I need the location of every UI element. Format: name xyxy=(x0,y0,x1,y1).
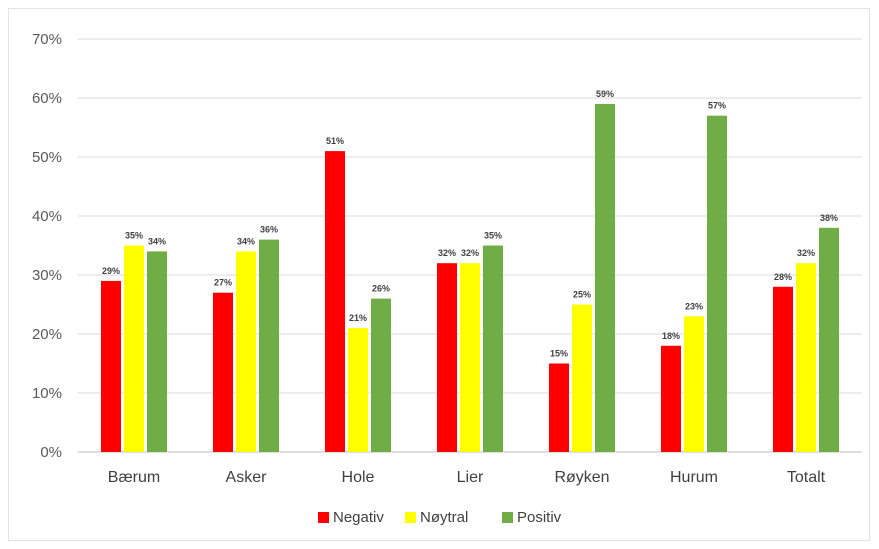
data-label: 35% xyxy=(484,231,502,241)
bar-positiv xyxy=(707,115,727,452)
data-label: 32% xyxy=(461,248,479,258)
bar-negativ xyxy=(325,151,345,452)
category-label: Hurum xyxy=(670,469,718,486)
y-tick-label: 60% xyxy=(32,90,62,107)
data-labels: 29% 35% 34% 27% 34% 36% 51% 21% 26% 32% 32% 35% 15% 2… xyxy=(102,89,838,359)
y-axis-tick-labels: 0% 10% 20% 30% 40% 50% 60% 70% xyxy=(32,31,62,461)
data-label: 34% xyxy=(237,236,255,246)
data-label: 38% xyxy=(820,213,838,223)
bar-negativ xyxy=(661,345,681,452)
data-label: 51% xyxy=(326,136,344,146)
bar-negativ xyxy=(549,363,569,452)
category-label: Hole xyxy=(342,469,375,486)
data-label: 35% xyxy=(125,231,143,241)
data-label: 57% xyxy=(708,101,726,111)
y-tick-label: 0% xyxy=(40,444,62,461)
data-label: 28% xyxy=(774,272,792,282)
legend-swatch xyxy=(502,512,513,523)
bar-negativ xyxy=(437,263,457,452)
data-label: 29% xyxy=(102,266,120,276)
data-label: 36% xyxy=(260,225,278,235)
x-axis-category-labels: Bærum Asker Hole Lier Røyken Hurum Totalt xyxy=(108,469,826,486)
bar-positiv xyxy=(595,103,615,453)
bar-n-ytral xyxy=(796,263,816,452)
data-label: 32% xyxy=(438,248,456,258)
y-tick-label: 20% xyxy=(32,326,62,343)
bar-negativ xyxy=(773,286,793,452)
y-tick-label: 40% xyxy=(32,208,62,225)
legend-swatch xyxy=(318,512,329,523)
category-label: Asker xyxy=(226,469,268,486)
category-label: Lier xyxy=(457,469,484,486)
legend-label: Negativ xyxy=(333,509,384,526)
bar-positiv xyxy=(371,298,391,452)
y-tick-label: 10% xyxy=(32,385,62,402)
bar-positiv xyxy=(147,251,167,452)
bar-positiv xyxy=(259,239,279,452)
bar-negativ xyxy=(101,280,121,452)
data-label: 21% xyxy=(349,313,367,323)
data-label: 15% xyxy=(550,349,568,359)
bar-n-ytral xyxy=(684,316,704,452)
bar-positiv xyxy=(483,245,503,452)
bar-n-ytral xyxy=(348,328,368,452)
category-label: Bærum xyxy=(108,469,160,486)
gridlines xyxy=(78,38,862,453)
bar-n-ytral xyxy=(236,251,256,452)
legend-swatch xyxy=(405,512,416,523)
bar-n-ytral xyxy=(124,245,144,452)
bar-positiv xyxy=(819,227,839,452)
data-label: 27% xyxy=(214,278,232,288)
bar-negativ xyxy=(213,292,233,452)
data-label: 25% xyxy=(573,290,591,300)
data-label: 34% xyxy=(148,236,166,246)
category-label: Totalt xyxy=(787,469,826,486)
legend-label: Positiv xyxy=(517,509,562,526)
y-tick-label: 30% xyxy=(32,267,62,284)
data-label: 26% xyxy=(372,284,390,294)
y-tick-label: 50% xyxy=(32,149,62,166)
legend: Negativ Nøytral Positiv xyxy=(318,509,562,526)
data-label: 18% xyxy=(662,331,680,341)
data-label: 59% xyxy=(596,89,614,99)
bar-n-ytral xyxy=(460,263,480,452)
data-label: 32% xyxy=(797,248,815,258)
bars xyxy=(101,103,839,453)
category-label: Røyken xyxy=(554,469,609,486)
legend-label: Nøytral xyxy=(420,509,468,526)
data-label: 23% xyxy=(685,301,703,311)
bar-n-ytral xyxy=(572,304,592,452)
y-tick-label: 70% xyxy=(32,31,62,48)
